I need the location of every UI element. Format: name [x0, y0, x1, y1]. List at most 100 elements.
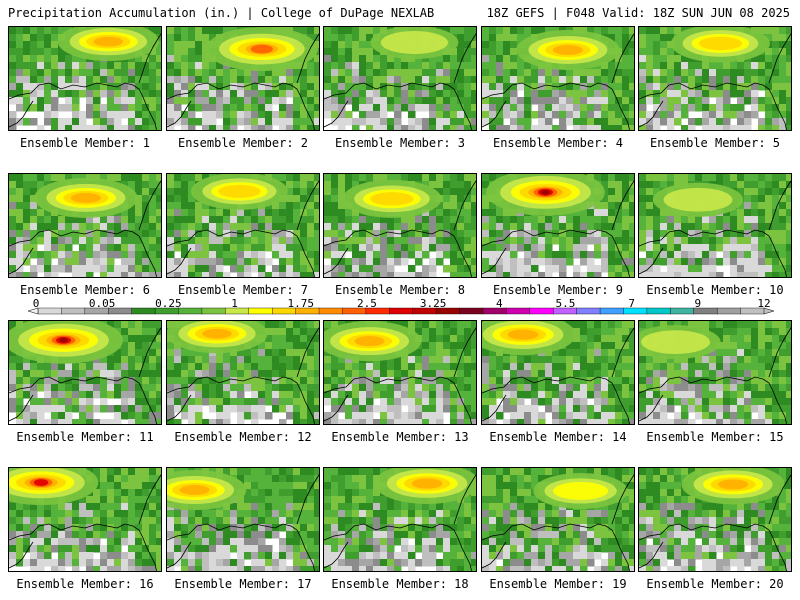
- colorbar-tick-label: 1: [231, 297, 238, 310]
- ensemble-member-caption: Ensemble Member: 2: [177, 136, 309, 150]
- colorbar-segment: [37, 307, 62, 315]
- colorbar-segment: [693, 307, 718, 315]
- colorbar-tick-label: 4: [495, 297, 503, 310]
- ensemble-member-caption: Ensemble Member: 13: [331, 430, 469, 444]
- colorbar-tick-label: 1.75: [287, 297, 314, 310]
- run-valid-time: 18Z GEFS | F048 Valid: 18Z SUN JUN 08 20…: [486, 6, 790, 20]
- ensemble-member-map: [481, 173, 635, 278]
- colorbar-segment: [318, 307, 343, 315]
- colorbar-segment: [271, 307, 297, 315]
- ensemble-member-caption: Ensemble Member: 1: [19, 136, 151, 150]
- precip-map: [9, 27, 161, 130]
- ensemble-member-caption: Ensemble Member: 16: [16, 577, 154, 591]
- colorbar-tick-label: 0.05: [88, 297, 116, 310]
- colorbar-segment: [646, 307, 671, 315]
- colorbar-segment: [108, 307, 133, 315]
- precip-map: [639, 27, 791, 130]
- colorbar-tick-label: 9: [694, 297, 702, 310]
- precip-map: [167, 174, 319, 277]
- colorbar-segment: [670, 307, 695, 315]
- ensemble-member-map: [8, 467, 162, 572]
- ensemble-member-map: [8, 26, 162, 131]
- ensemble-member-caption: Ensemble Member: 10: [646, 283, 784, 297]
- ensemble-member-map: [481, 467, 635, 572]
- precip-map: [9, 321, 161, 424]
- ensemble-member-map: [638, 173, 792, 278]
- ensemble-member-caption: Ensemble Member: 7: [177, 283, 309, 297]
- precip-map: [9, 174, 161, 277]
- colorbar-segment: [342, 307, 367, 315]
- colorbar-tick-label: 0: [32, 297, 40, 310]
- precip-map: [639, 174, 791, 277]
- colorbar-segment: [599, 307, 624, 315]
- colorbar-segment: [482, 307, 507, 315]
- colorbar-tick-label: 3.25: [419, 297, 447, 310]
- ensemble-member-caption: Ensemble Member: 4: [492, 136, 624, 150]
- colorbar-tick-label: 12: [757, 297, 771, 310]
- ensemble-member-caption: Ensemble Member: 8: [334, 283, 466, 297]
- precip-map: [482, 27, 634, 130]
- colorbar-segment: [154, 307, 180, 315]
- precip-map: [324, 174, 476, 277]
- ensemble-member-caption: Ensemble Member: 3: [334, 136, 466, 150]
- colorbar-segment: [506, 307, 531, 315]
- ensemble-member-caption: Ensemble Member: 19: [489, 577, 627, 591]
- ensemble-member-map: [8, 173, 162, 278]
- precip-map: [639, 468, 791, 571]
- chart-title: Precipitation Accumulation (in.) | Colle…: [8, 6, 435, 20]
- colorbar-segment: [365, 307, 390, 315]
- ensemble-member-map: [323, 467, 477, 572]
- ensemble-member-map: [323, 320, 477, 425]
- colorbar-segment: [61, 307, 86, 315]
- colorbar-segment: [623, 307, 648, 315]
- ensemble-member-map: [323, 173, 477, 278]
- ensemble-member-caption: Ensemble Member: 17: [174, 577, 312, 591]
- ensemble-member-caption: Ensemble Member: 20: [646, 577, 784, 591]
- ensemble-member-map: [166, 467, 320, 572]
- colorbar-tick-label: 0.25: [155, 297, 182, 310]
- precip-map: [482, 468, 634, 571]
- colorbar-segment: [435, 307, 461, 315]
- ensemble-member-caption: Ensemble Member: 11: [16, 430, 154, 444]
- ensemble-member-map: [323, 26, 477, 131]
- colorbar-segment: [201, 307, 226, 315]
- colorbar-segment: [459, 307, 484, 315]
- colorbar-segment: [225, 307, 250, 315]
- precip-map: [324, 321, 476, 424]
- colorbar-segment: [389, 307, 414, 315]
- precip-map: [324, 468, 476, 571]
- ensemble-member-map: [638, 467, 792, 572]
- ensemble-member-caption: Ensemble Member: 6: [19, 283, 151, 297]
- ensemble-member-map: [481, 26, 635, 131]
- ensemble-member-caption: Ensemble Member: 12: [174, 430, 312, 444]
- precip-map: [324, 27, 476, 130]
- colorbar-scale: [27, 307, 775, 315]
- precip-map: [9, 468, 161, 571]
- colorbar-segment: [529, 307, 554, 315]
- colorbar-segment: [716, 307, 742, 315]
- colorbar-segment: [576, 307, 601, 315]
- precip-map: [482, 321, 634, 424]
- precip-colorbar: 0 0.05 0.25 1 1.75 2.5 3.25 4 5.5 7 9 12: [0, 297, 800, 319]
- colorbar-segment: [553, 307, 578, 315]
- colorbar-tick-label: 7: [628, 297, 635, 310]
- ensemble-member-map: [638, 26, 792, 131]
- colorbar-min-arrow: [27, 307, 39, 315]
- ensemble-member-caption: Ensemble Member: 9: [492, 283, 624, 297]
- ensemble-member-map: [638, 320, 792, 425]
- colorbar-segment: [295, 307, 320, 315]
- precip-map: [482, 174, 634, 277]
- ensemble-member-caption: Ensemble Member: 18: [331, 577, 469, 591]
- colorbar-tick-label: 5.5: [555, 297, 576, 310]
- precip-map: [167, 321, 319, 424]
- precip-map: [167, 27, 319, 130]
- ensemble-member-caption: Ensemble Member: 5: [649, 136, 781, 150]
- precip-map: [639, 321, 791, 424]
- colorbar-tick-label: 2.5: [356, 297, 377, 310]
- colorbar-segment: [740, 307, 765, 315]
- ensemble-member-map: [8, 320, 162, 425]
- colorbar-segment: [178, 307, 203, 315]
- colorbar-segment: [248, 307, 273, 315]
- colorbar-segment: [412, 307, 437, 315]
- colorbar-segment: [84, 307, 109, 315]
